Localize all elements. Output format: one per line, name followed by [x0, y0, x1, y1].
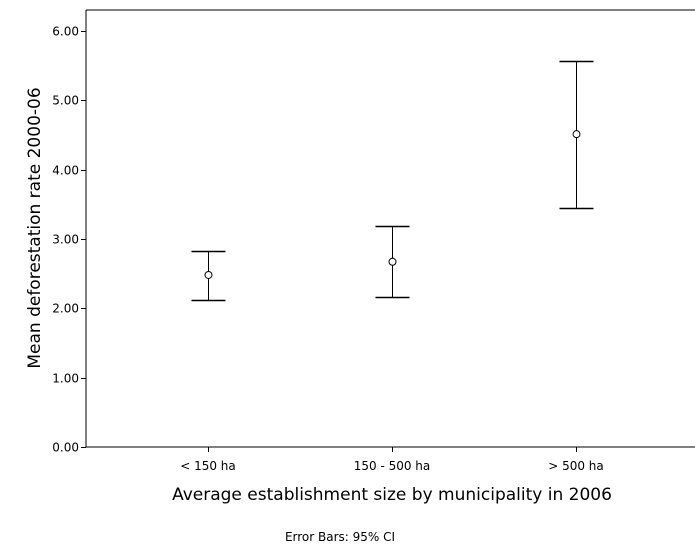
mean-point	[572, 130, 581, 139]
x-tick-label: < 150 ha	[180, 459, 236, 473]
y-tick-label: 4.00	[52, 164, 79, 178]
y-tick-label: 3.00	[52, 233, 79, 247]
y-tick-label: 5.00	[52, 94, 79, 108]
x-axis-title: Average establishment size by municipali…	[172, 485, 612, 505]
mean-point	[388, 257, 397, 266]
y-axis-title: Mean deforestation rate 2000-06	[25, 87, 45, 368]
y-tick-label: 0.00	[52, 441, 79, 455]
y-tick-label: 6.00	[52, 25, 79, 39]
x-tick-label: > 500 ha	[548, 459, 604, 473]
y-axis-ticks: 0.00 1.00 2.00 3.00 4.00 5.00 6.00	[52, 25, 86, 455]
mean-points	[204, 130, 581, 279]
y-tick-label: 2.00	[52, 302, 79, 316]
x-tick-label: 150 - 500 ha	[354, 459, 431, 473]
error-bars-note: Error Bars: 95% CI	[285, 530, 395, 544]
mean-point	[204, 270, 213, 279]
y-tick-label: 1.00	[52, 372, 79, 386]
plot-frame	[85, 9, 695, 448]
x-axis-ticks: < 150 ha 150 - 500 ha > 500 ha	[180, 447, 604, 473]
